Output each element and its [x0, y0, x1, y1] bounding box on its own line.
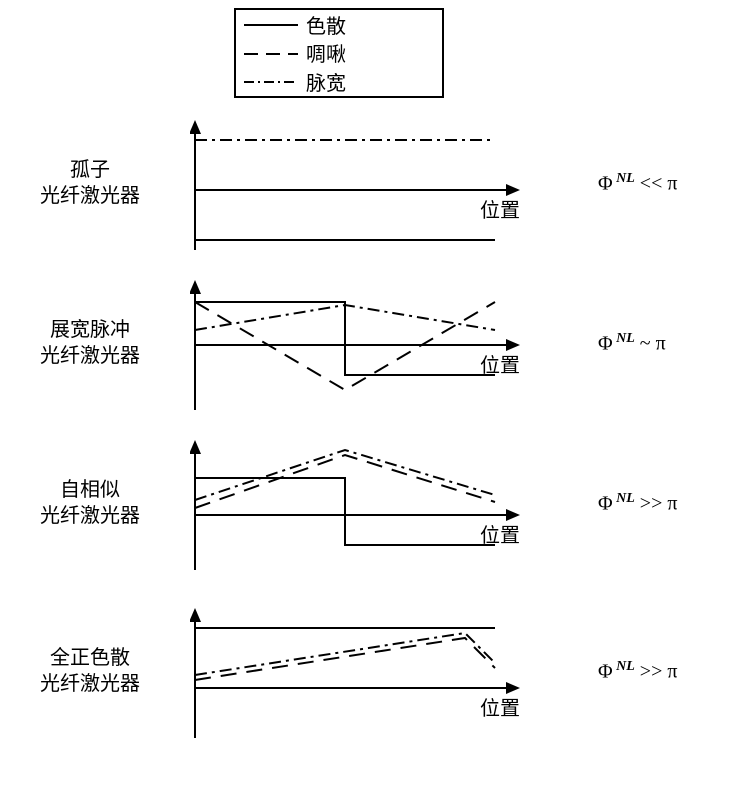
left-label-line1: 全正色散 [50, 647, 130, 669]
legend-row-width: 脉宽 [236, 67, 442, 96]
panel-left-label-allnormal: 全正色散光纤激光器 [20, 645, 160, 697]
left-label-line2: 光纤激光器 [40, 505, 140, 527]
left-label-line1: 自相似 [60, 479, 120, 501]
x-axis-label-allnormal: 位置 [480, 692, 520, 721]
trace-dispersion [195, 302, 495, 375]
legend-label-width: 脉宽 [306, 67, 346, 96]
panel-left-label-selfsimilar: 自相似光纤激光器 [20, 477, 160, 529]
legend-sample-dispersion [236, 10, 306, 39]
left-label-line1: 孤子 [70, 159, 110, 181]
panel-left-label-soliton: 孤子光纤激光器 [20, 157, 160, 209]
panel-selfsimilar: 自相似光纤激光器 Φ NL >> π 位置 [0, 440, 737, 570]
legend-sample-width [236, 67, 306, 96]
x-axis-label-soliton: 位置 [480, 194, 520, 223]
legend-label-chirp: 啁啾 [306, 38, 346, 67]
panel-chart-allnormal [190, 608, 540, 758]
legend-label-dispersion: 色散 [306, 10, 346, 39]
left-label-line2: 光纤激光器 [40, 345, 140, 367]
panel-allnormal: 全正色散光纤激光器 Φ NL >> π 位置 [0, 608, 737, 738]
x-axis-label-selfsimilar: 位置 [480, 519, 520, 548]
panel-stretched: 展宽脉冲光纤激光器 Φ NL ~ π 位置 [0, 280, 737, 410]
legend-box: 色散 啁啾 脉宽 [234, 8, 444, 98]
left-label-line1: 展宽脉冲 [50, 319, 130, 341]
left-label-line2: 光纤激光器 [40, 673, 140, 695]
legend-sample-chirp [236, 39, 306, 68]
legend-row-dispersion: 色散 [236, 10, 442, 39]
panel-soliton: 孤子光纤激光器 Φ NL << π 位置 [0, 120, 737, 250]
x-axis-label-stretched: 位置 [480, 349, 520, 378]
trace-width [195, 633, 495, 675]
panel-right-label-selfsimilar: Φ NL >> π [598, 491, 677, 516]
panel-right-label-allnormal: Φ NL >> π [598, 659, 677, 684]
panel-left-label-stretched: 展宽脉冲光纤激光器 [20, 317, 160, 369]
panel-right-label-stretched: Φ NL ~ π [598, 331, 666, 356]
panel-chart-selfsimilar [190, 440, 540, 590]
panel-right-label-soliton: Φ NL << π [598, 171, 677, 196]
legend-row-chirp: 啁啾 [236, 39, 442, 68]
left-label-line2: 光纤激光器 [40, 185, 140, 207]
trace-chirp [195, 638, 495, 680]
